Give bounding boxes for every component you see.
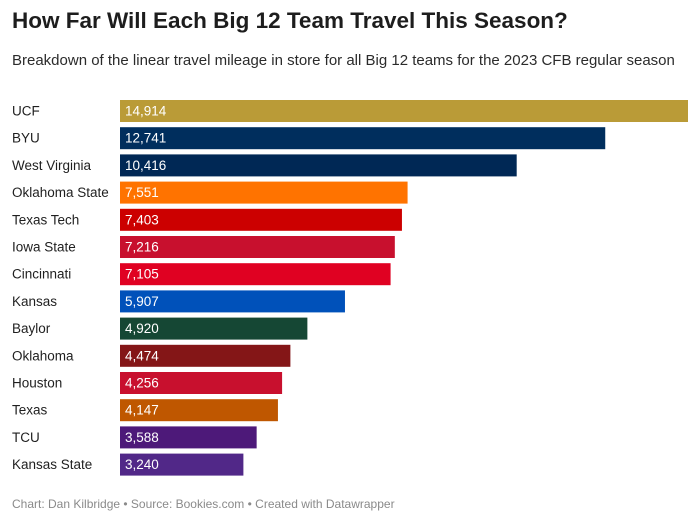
bar: [120, 236, 395, 258]
value-label: 7,551: [125, 185, 159, 200]
bar: [120, 399, 278, 422]
bar: [120, 127, 606, 150]
category-label: Kansas: [12, 294, 57, 309]
category-label: West Virginia: [12, 158, 92, 173]
bar: [120, 290, 345, 313]
chart-title: How Far Will Each Big 12 Team Travel Thi…: [12, 8, 568, 33]
value-label: 4,920: [125, 321, 159, 336]
bar: [120, 263, 391, 286]
value-label: 3,588: [125, 430, 159, 445]
value-label: 4,474: [125, 348, 159, 363]
category-label: Iowa State: [12, 240, 76, 255]
bar: [120, 453, 244, 476]
value-label: 5,907: [125, 294, 159, 309]
bar: [120, 344, 291, 367]
bar: [120, 426, 257, 449]
bar: [120, 372, 283, 394]
value-label: 7,403: [125, 212, 159, 227]
category-label: TCU: [12, 430, 40, 445]
category-label: Baylor: [12, 321, 51, 336]
category-label: Texas Tech: [12, 212, 79, 227]
bar: [120, 154, 517, 177]
value-label: 7,105: [125, 267, 159, 282]
category-label: BYU: [12, 131, 40, 146]
value-label: 10,416: [125, 158, 166, 173]
bar: [120, 317, 308, 340]
category-label: Kansas State: [12, 457, 92, 472]
value-label: 4,256: [125, 376, 159, 391]
category-label: Cincinnati: [12, 267, 71, 282]
chart-subtitle: Breakdown of the linear travel mileage i…: [12, 52, 675, 69]
bar: [120, 208, 402, 231]
category-label: Oklahoma: [12, 348, 74, 363]
category-label: Texas: [12, 403, 48, 418]
value-label: 3,240: [125, 457, 159, 472]
category-label: Houston: [12, 376, 62, 391]
value-label: 4,147: [125, 403, 159, 418]
value-label: 12,741: [125, 131, 166, 146]
bar: [120, 181, 408, 204]
bar: [120, 100, 688, 122]
value-label: 14,914: [125, 104, 167, 119]
category-label: UCF: [12, 104, 40, 119]
chart-footer: Chart: Dan Kilbridge • Source: Bookies.c…: [12, 497, 395, 511]
value-label: 7,216: [125, 240, 159, 255]
category-label: Oklahoma State: [12, 185, 109, 200]
